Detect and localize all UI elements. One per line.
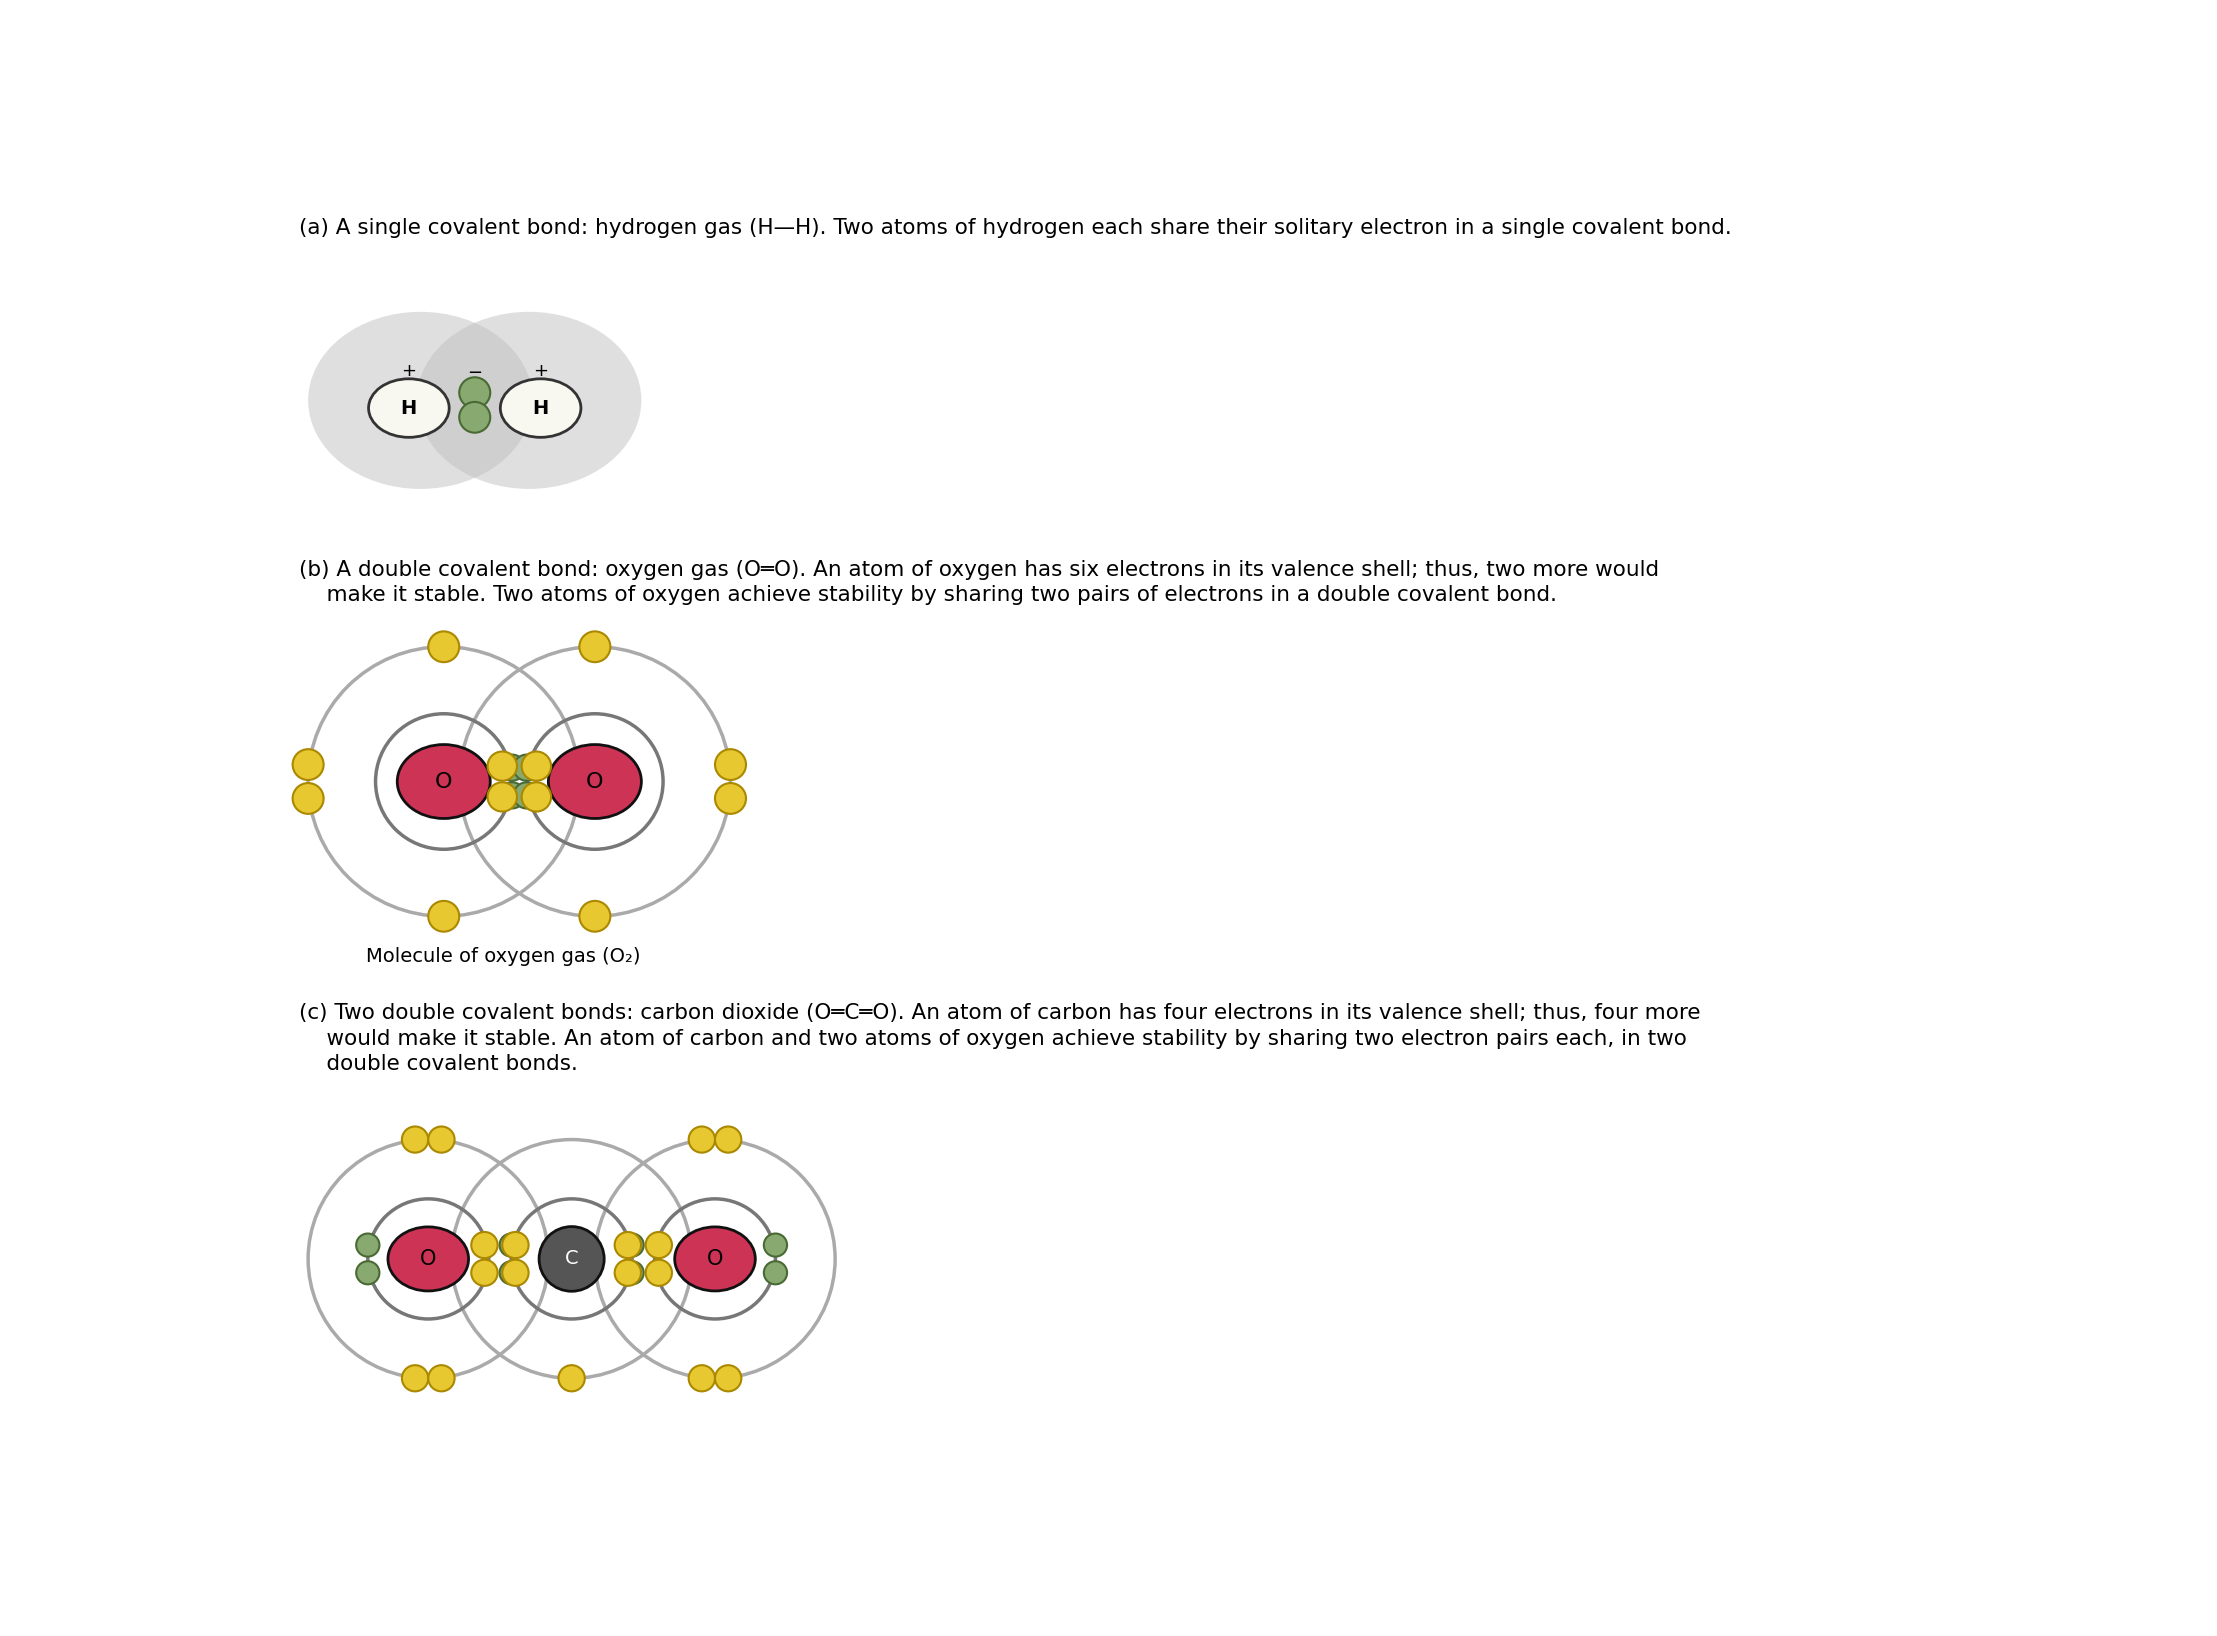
Circle shape: [645, 1260, 672, 1286]
Circle shape: [428, 1127, 454, 1153]
Circle shape: [689, 1127, 716, 1153]
Text: −: −: [468, 365, 483, 383]
Text: make it stable. Two atoms of oxygen achieve stability by sharing two pairs of el: make it stable. Two atoms of oxygen achi…: [299, 586, 1556, 605]
Circle shape: [293, 784, 324, 813]
Circle shape: [459, 402, 490, 432]
Text: O: O: [419, 1248, 437, 1270]
Circle shape: [401, 1364, 428, 1391]
Circle shape: [514, 782, 541, 808]
Ellipse shape: [368, 380, 450, 437]
Circle shape: [459, 378, 490, 407]
Circle shape: [503, 1232, 528, 1258]
Circle shape: [645, 1232, 672, 1258]
Circle shape: [559, 1364, 585, 1391]
Circle shape: [689, 1364, 716, 1391]
Circle shape: [472, 1260, 497, 1286]
Text: Molecule of oxygen gas (O₂): Molecule of oxygen gas (O₂): [366, 947, 641, 967]
Circle shape: [357, 1234, 379, 1256]
Text: O: O: [435, 772, 452, 792]
Circle shape: [357, 1261, 379, 1284]
Circle shape: [765, 1261, 787, 1284]
Text: O: O: [707, 1248, 723, 1270]
Ellipse shape: [417, 312, 641, 489]
Circle shape: [614, 1232, 641, 1258]
Text: O: O: [585, 772, 603, 792]
Circle shape: [621, 1261, 643, 1284]
Text: double covalent bonds.: double covalent bonds.: [299, 1054, 579, 1075]
Circle shape: [428, 1364, 454, 1391]
Text: +: +: [401, 362, 417, 380]
Circle shape: [293, 749, 324, 780]
Circle shape: [579, 631, 610, 663]
Circle shape: [488, 782, 517, 811]
Circle shape: [499, 1234, 523, 1256]
Ellipse shape: [388, 1227, 468, 1291]
Circle shape: [428, 901, 459, 931]
Ellipse shape: [548, 744, 641, 818]
Circle shape: [503, 1260, 528, 1286]
Circle shape: [488, 751, 517, 780]
Ellipse shape: [674, 1227, 756, 1291]
Circle shape: [765, 1234, 787, 1256]
Circle shape: [539, 1227, 605, 1291]
Text: C: C: [565, 1250, 579, 1268]
Circle shape: [499, 782, 525, 808]
Text: (a) A single covalent bond: hydrogen gas (H—H). Two atoms of hydrogen each share: (a) A single covalent bond: hydrogen gas…: [299, 218, 1731, 237]
Circle shape: [428, 631, 459, 663]
Circle shape: [521, 782, 552, 811]
Circle shape: [716, 1127, 740, 1153]
Circle shape: [614, 1260, 641, 1286]
Text: H: H: [532, 399, 550, 417]
Circle shape: [514, 754, 541, 780]
Circle shape: [499, 754, 525, 780]
Circle shape: [401, 1127, 428, 1153]
Circle shape: [716, 784, 745, 813]
Circle shape: [716, 749, 745, 780]
Ellipse shape: [308, 312, 532, 489]
Circle shape: [499, 1261, 523, 1284]
Text: (c) Two double covalent bonds: carbon dioxide (O═C═O). An atom of carbon has fou: (c) Two double covalent bonds: carbon di…: [299, 1003, 1700, 1022]
Circle shape: [472, 1232, 497, 1258]
Circle shape: [521, 751, 552, 780]
Text: (b) A double covalent bond: oxygen gas (O═O). An atom of oxygen has six electron: (b) A double covalent bond: oxygen gas (…: [299, 560, 1658, 579]
Circle shape: [579, 901, 610, 931]
Text: would make it stable. An atom of carbon and two atoms of oxygen achieve stabilit: would make it stable. An atom of carbon …: [299, 1029, 1687, 1049]
Ellipse shape: [397, 744, 490, 818]
Text: +: +: [532, 362, 548, 380]
Circle shape: [621, 1234, 643, 1256]
Ellipse shape: [501, 380, 581, 437]
Text: H: H: [401, 399, 417, 417]
Circle shape: [716, 1364, 740, 1391]
